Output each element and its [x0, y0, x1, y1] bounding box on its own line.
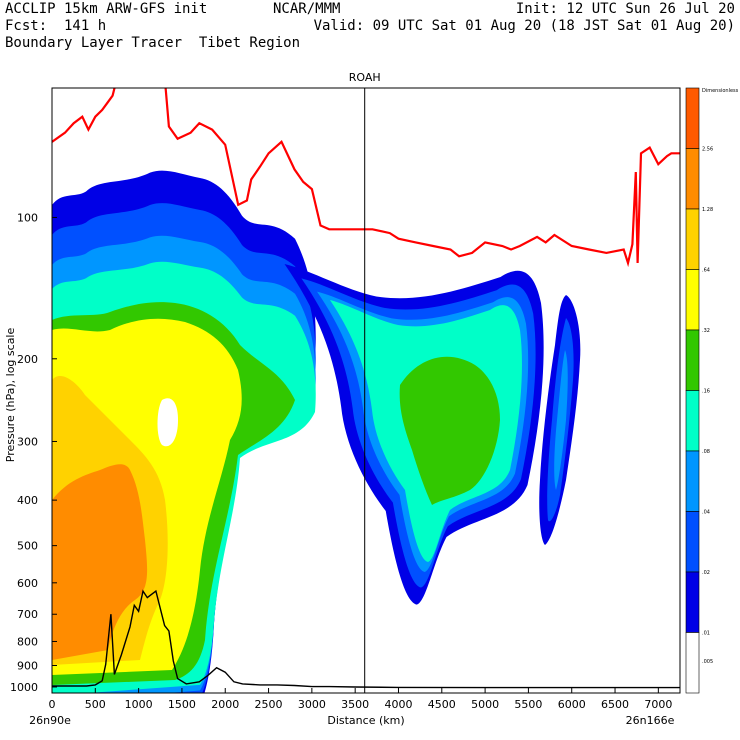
- y-tick-label: 200: [17, 353, 38, 366]
- x-tick-label: 3000: [298, 698, 326, 711]
- colorbar-label: .16: [702, 389, 710, 395]
- tracer-contour-west-8: [52, 464, 148, 660]
- x-tick-label: 500: [85, 698, 106, 711]
- x-tick-label: 5500: [514, 698, 542, 711]
- colorbar-label: .005: [702, 659, 713, 665]
- x-tick-label: 6500: [601, 698, 629, 711]
- x-tick-label: 4500: [428, 698, 456, 711]
- colorbar-swatch: [685, 269, 700, 331]
- x-axis-label: Distance (km): [327, 714, 404, 727]
- tracer-gap-west: [157, 398, 178, 447]
- colorbar-label: 1.28: [702, 207, 713, 213]
- x-tick-label: 4000: [384, 698, 412, 711]
- colorbar-swatch: [685, 511, 700, 573]
- colorbar-swatch: [685, 450, 700, 512]
- colorbar-label: Dimensionless: [702, 88, 739, 94]
- colorbar: Dimensionless 2.56 1.28 .64 .32 .16 .08 .04 .02.…: [685, 87, 739, 694]
- tropopause-line: [52, 88, 680, 268]
- x-tick-label: 6000: [558, 698, 586, 711]
- x-tick-label: 1000: [125, 698, 153, 711]
- colorbar-swatch: [685, 571, 700, 633]
- gridlines: [51, 216, 659, 693]
- y-tick-label: 100: [17, 211, 38, 224]
- colorbar-swatch: [685, 87, 700, 149]
- x-tick-label: 0: [49, 698, 56, 711]
- colorbar-swatch: [685, 329, 700, 391]
- tracer-contour-east-5: [399, 356, 500, 505]
- x-tick-label: 2000: [211, 698, 239, 711]
- colorbar-label: .32: [702, 328, 710, 334]
- tracer-contour-east-8: [554, 350, 568, 490]
- y-tick-label: 700: [17, 608, 38, 621]
- header-model: ACCLIP 15km ARW-GFS init: [5, 1, 208, 17]
- header-institution: NCAR/MMM: [273, 1, 341, 17]
- colorbar-swatch: [685, 632, 700, 694]
- y-tick-label: 1000: [10, 681, 38, 694]
- colorbar-label: .08: [702, 449, 710, 455]
- terrain-line: [52, 589, 680, 689]
- x-axis-ticks: 0 500 1000 1500 2000 2500 3000 3500 4000 4500 5000…: [49, 698, 673, 711]
- colorbar-swatch: [685, 148, 700, 210]
- x-endpoint-east: 26n166e: [626, 714, 675, 727]
- x-tick-label: 1500: [168, 698, 196, 711]
- y-tick-label: 400: [17, 494, 38, 507]
- header-valid-time: Valid: 09 UTC Sat 01 Aug 20 (18 JST Sat …: [313, 18, 735, 34]
- plot-frame: [51, 87, 681, 694]
- x-endpoint-west: 26n90e: [29, 714, 71, 727]
- y-axis-ticks: 100 200 300 400 500 600 700 800 900 1000: [10, 211, 38, 694]
- colorbar-swatch: [685, 390, 700, 452]
- colorbar-label: .02: [702, 570, 710, 576]
- header-forecast-hour: Fcst: 141 h: [5, 18, 107, 34]
- y-tick-label: 900: [17, 659, 38, 672]
- tracer-field: [52, 170, 581, 693]
- colorbar-label: .01: [702, 631, 710, 637]
- y-tick-label: 500: [17, 540, 38, 553]
- y-axis-label: Pressure (hPa), log scale: [4, 328, 17, 463]
- colorbar-label: 2.56: [702, 147, 713, 153]
- colorbar-label: .64: [702, 268, 710, 274]
- y-tick-label: 800: [17, 635, 38, 648]
- x-tick-label: 5000: [471, 698, 499, 711]
- colorbar-swatch: [685, 208, 700, 270]
- x-tick-label: 2500: [255, 698, 283, 711]
- location-marker-label: ROAH: [349, 71, 381, 84]
- x-tick-label: 3500: [341, 698, 369, 711]
- header-product: Boundary Layer Tracer Tibet Region: [5, 35, 301, 51]
- y-tick-label: 300: [17, 435, 38, 448]
- y-tick-label: 600: [17, 577, 38, 590]
- header-init-time: Init: 12 UTC Sun 26 Jul 20: [515, 1, 735, 17]
- x-tick-label: 7000: [644, 698, 672, 711]
- colorbar-label: .04: [702, 510, 710, 516]
